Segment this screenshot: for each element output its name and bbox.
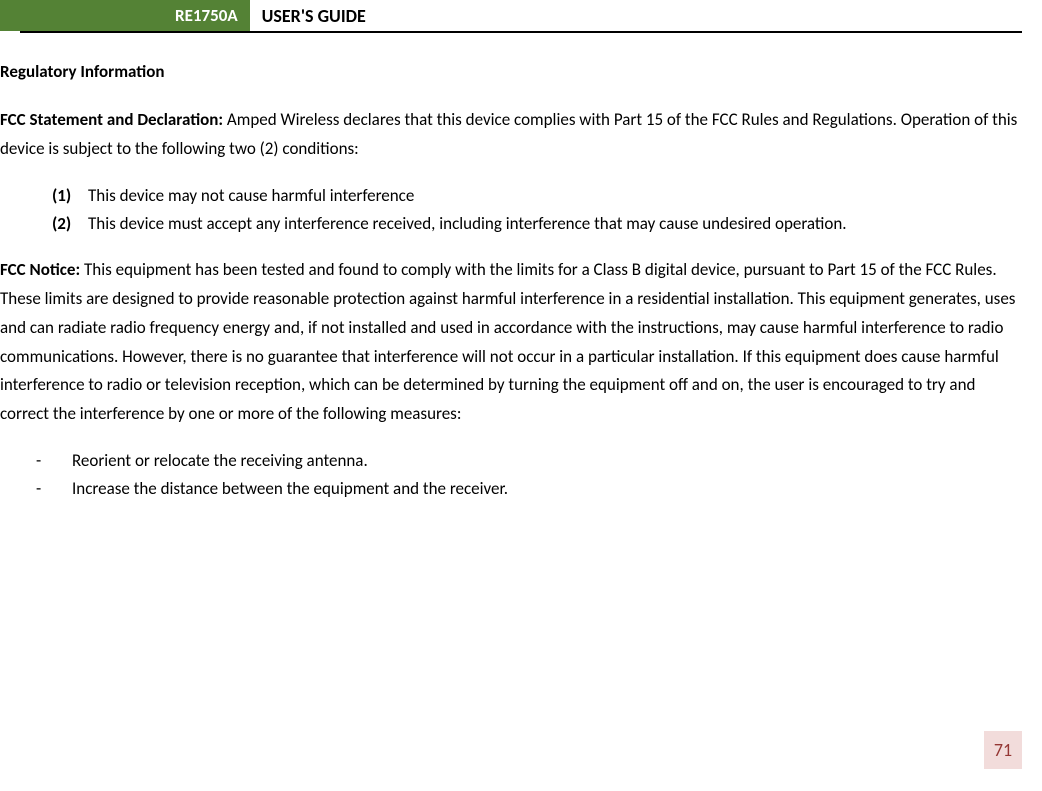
list-marker: (1): [52, 182, 88, 210]
list-text: Increase the distance between the equipm…: [72, 475, 508, 503]
fcc-notice-label: FCC Notice:: [0, 259, 80, 280]
document-content: Regulatory Information FCC Statement and…: [0, 33, 1042, 523]
model-label: RE1750A: [0, 0, 250, 31]
list-item: (1) This device may not cause harmful in…: [52, 182, 1022, 210]
dash-marker: -: [30, 475, 72, 503]
list-text: Reorient or relocate the receiving anten…: [72, 447, 368, 475]
list-marker: (2): [52, 210, 88, 238]
dash-list: - Reorient or relocate the receiving ant…: [0, 447, 1022, 503]
list-item: - Increase the distance between the equi…: [30, 475, 1022, 503]
list-item: (2) This device must accept any interfer…: [52, 210, 1022, 238]
list-item: - Reorient or relocate the receiving ant…: [30, 447, 1022, 475]
section-title: Regulatory Information: [0, 61, 1022, 82]
document-title: USER'S GUIDE: [250, 0, 378, 31]
fcc-notice-paragraph: FCC Notice: This equipment has been test…: [0, 256, 1022, 429]
list-text: This device may not cause harmful interf…: [88, 182, 414, 210]
fcc-statement-label: FCC Statement and Declaration:: [0, 109, 223, 130]
fcc-statement-paragraph: FCC Statement and Declaration: Amped Wir…: [0, 106, 1022, 164]
document-header: RE1750A USER'S GUIDE: [20, 0, 1022, 33]
fcc-notice-text: This equipment has been tested and found…: [0, 259, 1015, 424]
list-text: This device must accept any interference…: [88, 210, 847, 238]
numbered-list: (1) This device may not cause harmful in…: [0, 182, 1022, 238]
dash-marker: -: [30, 447, 72, 475]
page-number: 71: [984, 731, 1022, 769]
